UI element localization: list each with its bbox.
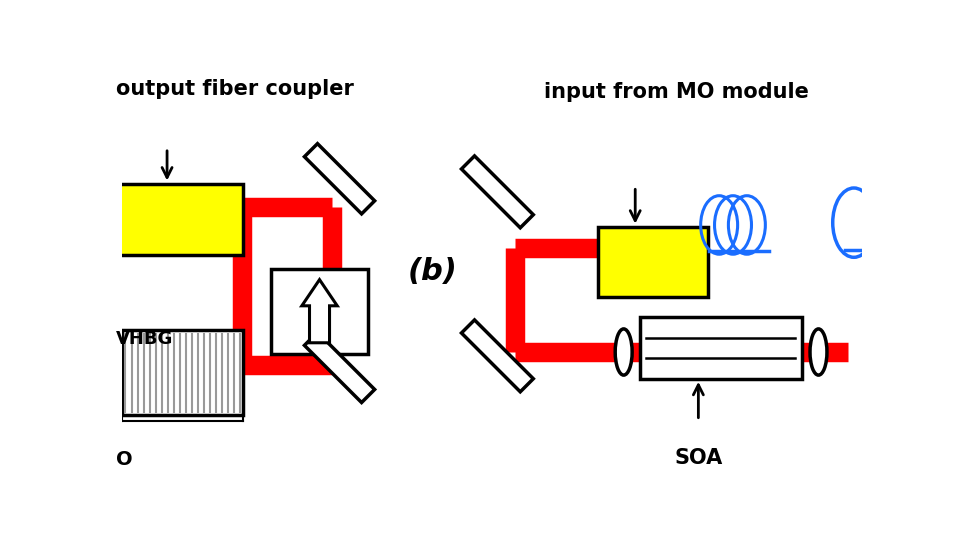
Text: SOA: SOA	[674, 448, 723, 468]
Polygon shape	[301, 280, 337, 343]
Bar	[123, 330, 243, 415]
Ellipse shape	[810, 329, 827, 375]
Text: VHBG: VHBG	[116, 330, 174, 348]
Polygon shape	[304, 144, 374, 214]
Text: (b): (b)	[408, 256, 458, 286]
Text: input from MO module: input from MO module	[544, 82, 809, 102]
Polygon shape	[304, 332, 374, 402]
Polygon shape	[462, 156, 534, 228]
Bar	[271, 269, 368, 354]
Text: output fiber coupler: output fiber coupler	[116, 79, 354, 99]
Bar	[639, 318, 802, 379]
Text: O: O	[116, 450, 132, 469]
Bar	[598, 226, 708, 298]
Ellipse shape	[615, 329, 632, 375]
Polygon shape	[462, 320, 534, 392]
Bar	[118, 184, 243, 255]
